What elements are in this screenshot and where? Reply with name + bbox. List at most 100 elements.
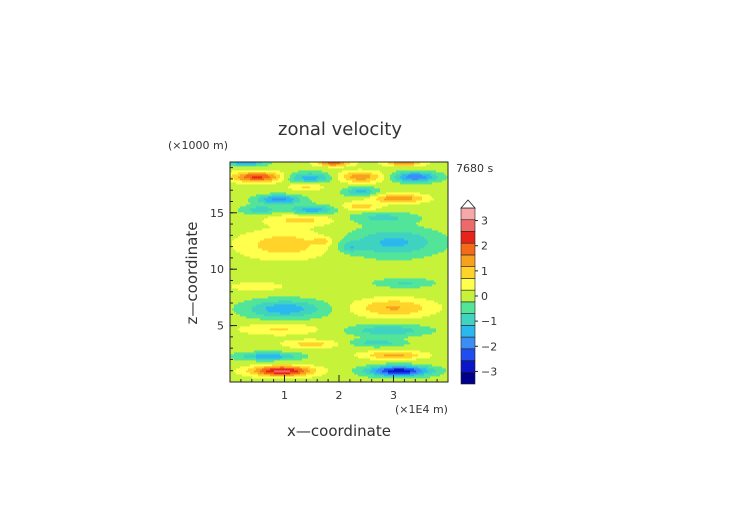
field-cell xyxy=(310,240,313,243)
field-cell xyxy=(274,176,277,179)
field-cell xyxy=(294,164,297,167)
field-cell xyxy=(284,210,287,213)
field-cell xyxy=(274,332,277,335)
field-cell xyxy=(316,264,319,267)
field-cell xyxy=(284,328,287,331)
field-cell xyxy=(252,238,255,241)
field-cell xyxy=(306,302,309,305)
field-cell xyxy=(302,316,305,319)
field-cell xyxy=(268,330,271,333)
field-cell xyxy=(278,312,281,315)
field-cell xyxy=(238,310,241,313)
field-cell xyxy=(278,282,281,285)
field-cell xyxy=(276,222,279,225)
field-cell xyxy=(242,164,245,167)
field-cell xyxy=(304,216,307,219)
field-cell xyxy=(252,248,255,251)
field-cell xyxy=(314,298,317,301)
field-cell xyxy=(306,340,309,343)
field-cell xyxy=(282,378,285,381)
field-cell xyxy=(238,332,241,335)
field-cell xyxy=(318,338,321,341)
field-cell xyxy=(296,170,299,173)
field-cell xyxy=(252,258,255,261)
field-cell xyxy=(280,310,283,313)
field-cell xyxy=(234,164,237,167)
field-cell xyxy=(288,200,291,203)
field-cell xyxy=(236,332,239,335)
field-cell xyxy=(308,190,311,193)
field-cell xyxy=(316,272,319,275)
field-cell xyxy=(242,174,245,177)
field-cell xyxy=(262,242,265,245)
field-cell xyxy=(316,338,319,341)
field-cell xyxy=(252,360,255,363)
field-cell xyxy=(304,350,307,353)
field-cell xyxy=(310,322,313,325)
field-cell xyxy=(240,262,243,265)
field-cell xyxy=(262,244,265,247)
field-cell xyxy=(240,240,243,243)
field-cell xyxy=(314,328,317,331)
field-cell xyxy=(288,300,291,303)
field-cell xyxy=(302,170,305,173)
field-cell xyxy=(308,304,311,307)
field-cell xyxy=(240,196,243,199)
field-cell xyxy=(288,332,291,335)
field-cell xyxy=(314,244,317,247)
field-cell xyxy=(238,290,241,293)
field-cell xyxy=(278,352,281,355)
field-cell xyxy=(268,220,271,223)
field-cell xyxy=(300,226,303,229)
field-cell xyxy=(246,178,249,181)
field-cell xyxy=(314,164,317,167)
field-cell xyxy=(286,340,289,343)
field-cell xyxy=(296,236,299,239)
field-cell xyxy=(234,312,237,315)
field-cell xyxy=(266,180,269,183)
field-cell xyxy=(258,250,261,253)
field-cell xyxy=(286,220,289,223)
field-cell xyxy=(250,272,253,275)
field-cell xyxy=(298,240,301,243)
field-cell xyxy=(316,278,319,281)
field-cell xyxy=(232,234,235,237)
field-cell xyxy=(234,222,237,225)
field-cell xyxy=(306,238,309,241)
field-cell xyxy=(230,248,233,251)
field-cell xyxy=(298,272,301,275)
field-cell xyxy=(296,172,299,175)
field-cell xyxy=(316,276,319,279)
field-cell xyxy=(284,348,287,351)
field-cell xyxy=(296,266,299,269)
field-cell xyxy=(276,322,279,325)
field-cell xyxy=(318,364,321,367)
field-cell xyxy=(300,256,303,259)
field-cell xyxy=(246,248,249,251)
field-cell xyxy=(236,244,239,247)
field-cell xyxy=(304,196,307,199)
field-cell xyxy=(312,372,315,375)
field-cell xyxy=(280,246,283,249)
field-cell xyxy=(278,164,281,167)
field-cell xyxy=(276,372,279,375)
field-cell xyxy=(272,356,275,359)
field-cell xyxy=(284,186,287,189)
field-cell xyxy=(274,290,277,293)
field-cell xyxy=(238,234,241,237)
field-cell xyxy=(278,314,281,317)
field-cell xyxy=(296,348,299,351)
field-cell xyxy=(304,236,307,239)
field-cell xyxy=(256,380,259,383)
field-cell xyxy=(252,252,255,255)
field-cell xyxy=(270,204,273,207)
field-cell xyxy=(256,370,259,373)
field-cell xyxy=(248,314,251,317)
field-cell xyxy=(240,296,243,299)
field-cell xyxy=(296,352,299,355)
field-cell xyxy=(240,294,243,297)
field-cell xyxy=(294,248,297,251)
field-cell xyxy=(246,366,249,369)
field-cell xyxy=(230,342,233,345)
field-cell xyxy=(246,322,249,325)
